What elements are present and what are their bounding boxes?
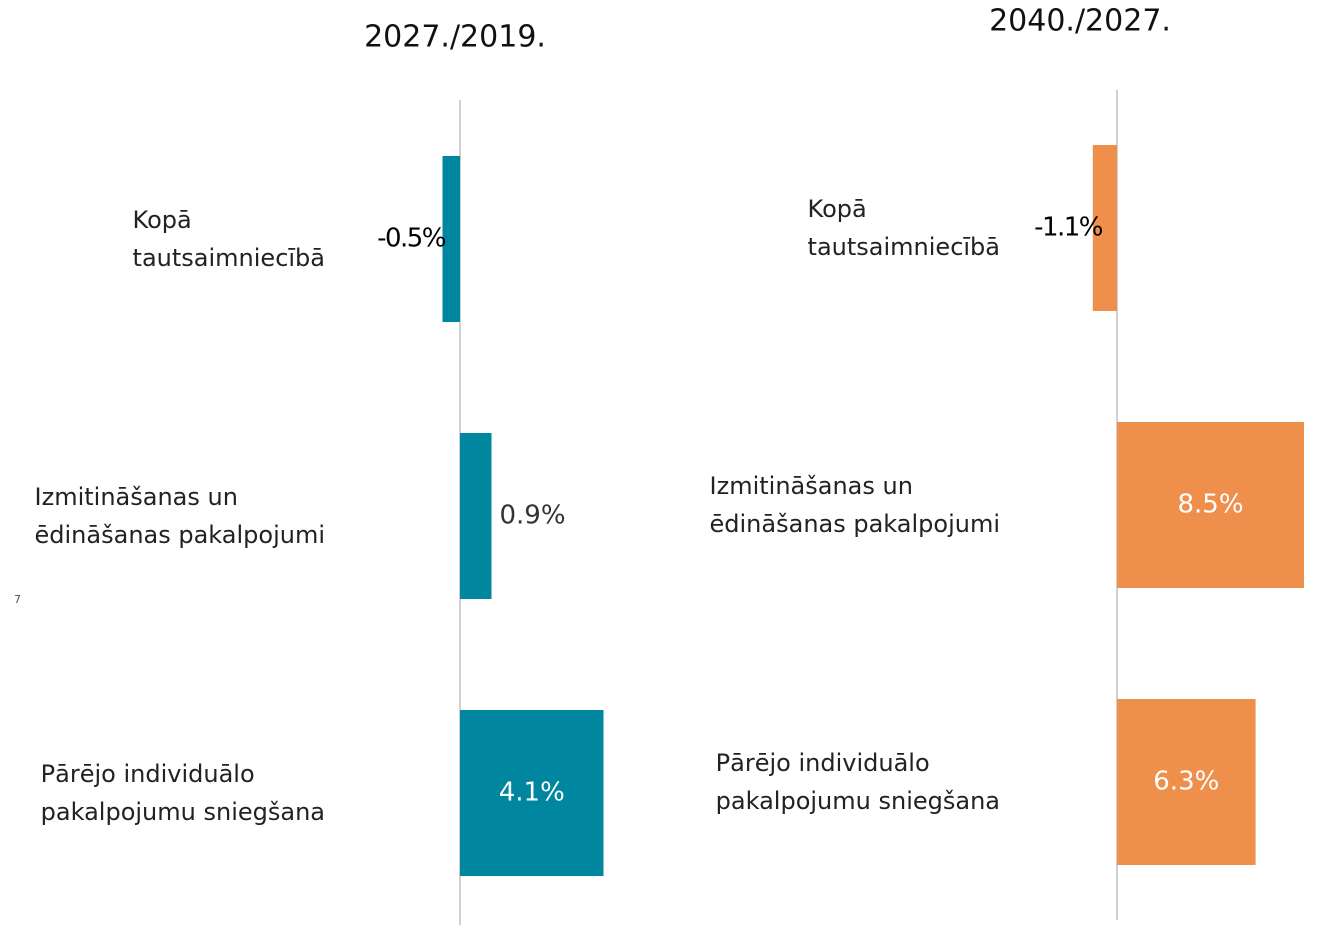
value-label: -1.1%	[1034, 213, 1103, 243]
category-label: Kopā tautsaimniecībā	[132, 206, 325, 272]
category-label: Pārējo individuālo pakalpojumu sniegšana	[40, 760, 325, 826]
value-label: -0.5%	[377, 224, 446, 254]
bar	[1117, 422, 1304, 588]
bar	[442, 156, 460, 322]
category-label: Kopā tautsaimniecībā	[807, 195, 1000, 261]
value-label: 8.5%	[1177, 490, 1243, 520]
category-label: Izmitināšanas un ēdināšanas pakalpojumi	[34, 483, 325, 549]
value-label: 4.1%	[499, 778, 565, 808]
bar	[460, 710, 604, 876]
page-number: 7	[14, 593, 21, 606]
chart-title: 2027./2019.	[364, 20, 546, 55]
bar	[1092, 145, 1117, 311]
value-label: 6.3%	[1153, 767, 1219, 797]
category-label: Pārējo individuālo pakalpojumu sniegšana	[715, 749, 1000, 815]
bar	[1117, 699, 1256, 865]
category-label: Izmitināšanas un ēdināšanas pakalpojumi	[709, 472, 1000, 538]
chart-title: 2040./2027.	[989, 4, 1171, 39]
value-label: 0.9%	[500, 501, 566, 531]
bar	[460, 433, 492, 599]
